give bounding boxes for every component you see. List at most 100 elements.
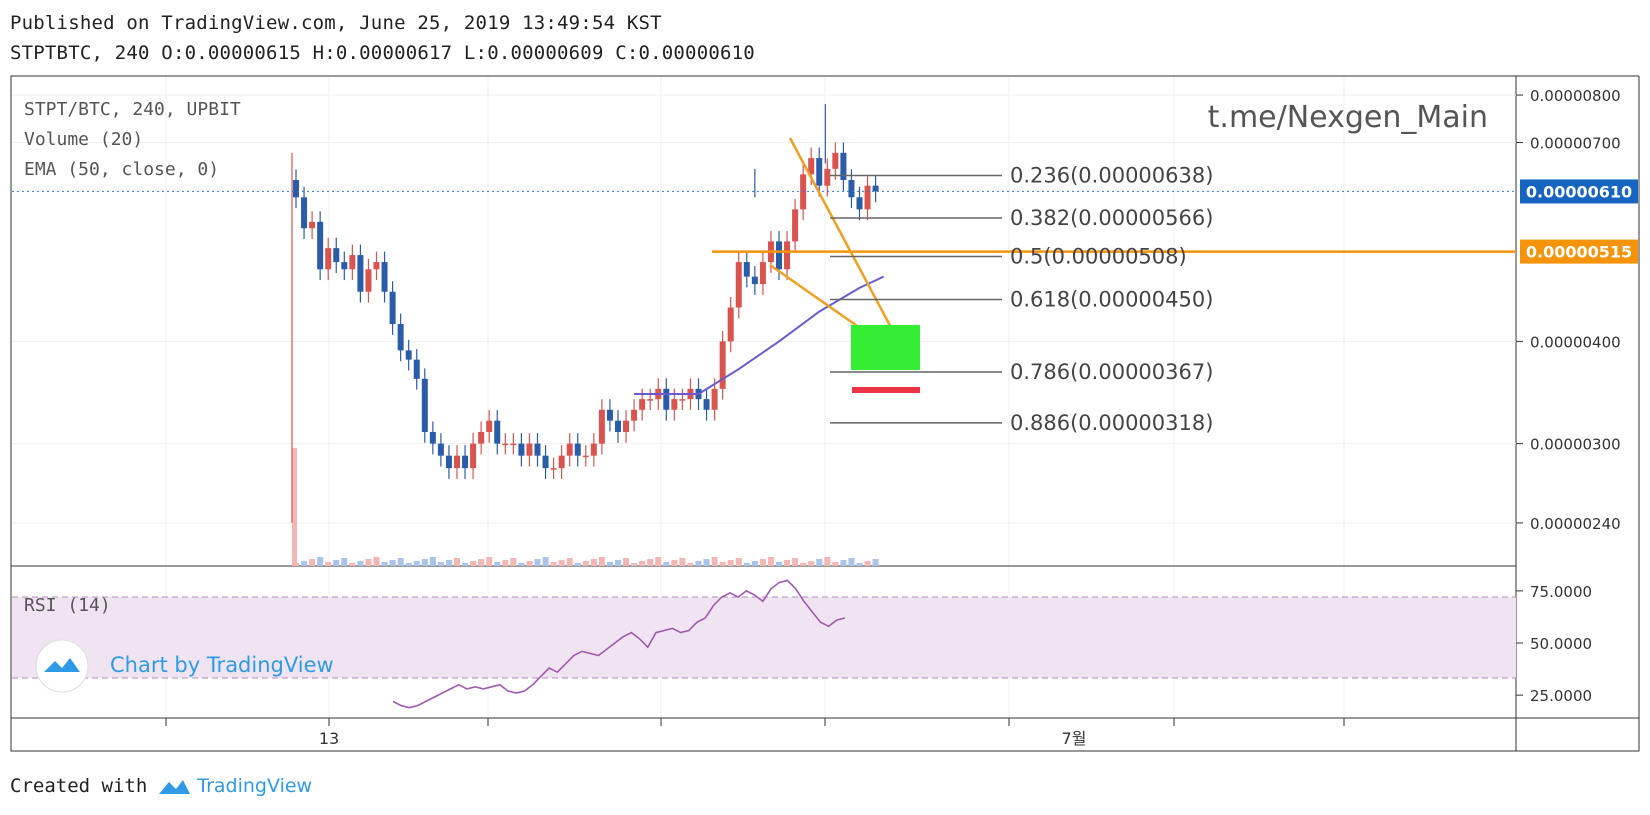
candle — [309, 211, 316, 240]
candle-body — [856, 197, 863, 210]
candle — [405, 339, 412, 371]
candle-body — [566, 443, 573, 456]
candle-body — [365, 269, 372, 292]
time-tick-label: 13 — [319, 729, 339, 748]
candle-body — [792, 209, 799, 242]
volume-bar — [663, 562, 670, 566]
volume-bar — [606, 562, 613, 566]
volume-bar — [703, 559, 710, 566]
candle-body — [872, 185, 879, 192]
candle-body — [776, 241, 782, 270]
volume-bar — [711, 557, 718, 566]
target-box — [851, 325, 920, 370]
volume-bar — [317, 557, 324, 566]
volume-bar — [776, 562, 782, 566]
candle — [864, 175, 871, 221]
candle — [494, 410, 501, 455]
candle-body — [824, 168, 831, 186]
candle-body — [301, 197, 308, 229]
volume-bar — [445, 560, 452, 566]
fib-label: 0.786(0.00000367) — [1010, 360, 1213, 384]
volume-bar — [566, 558, 573, 566]
volume-bar — [598, 557, 605, 566]
candle — [574, 433, 581, 467]
price-tick-label: 0.00000240 — [1530, 515, 1621, 533]
candle-body — [719, 341, 726, 389]
candle — [429, 421, 436, 455]
fib-label: 0.382(0.00000566) — [1010, 206, 1213, 230]
candle — [325, 237, 332, 281]
time-axis: 13 7월 — [165, 718, 1345, 748]
candle-body — [526, 443, 533, 456]
candle-body — [357, 255, 364, 292]
volume-bar — [325, 562, 332, 566]
volume-bar — [534, 559, 541, 566]
volume-bar — [615, 560, 621, 566]
volume-bar — [381, 562, 388, 566]
volume-bar — [293, 563, 299, 566]
candle — [510, 433, 517, 455]
candle-body — [502, 443, 509, 446]
created-with-text: Created with — [10, 775, 148, 797]
candle-body — [421, 378, 428, 432]
volume-bar — [478, 559, 485, 566]
candle — [437, 433, 444, 467]
rsi-axis: 75.0000 50.0000 25.0000 — [1516, 583, 1592, 705]
legend-volume: Volume (20) — [24, 129, 143, 150]
candle — [317, 211, 324, 281]
volume-bar — [824, 557, 831, 566]
candle-body — [647, 399, 654, 401]
watermark-text: t.me/Nexgen_Main — [1208, 100, 1488, 135]
candle — [421, 368, 428, 443]
volume-bar — [309, 559, 316, 566]
volume-bar — [292, 448, 297, 566]
volume-bar — [454, 558, 460, 566]
candle — [590, 433, 597, 467]
candle — [542, 445, 549, 479]
volume-bar — [502, 560, 509, 566]
candle-body — [590, 443, 597, 456]
volume-bar — [526, 561, 533, 566]
tradingview-badge[interactable]: Chart by TradingView — [35, 639, 334, 693]
candle — [784, 230, 791, 281]
horizontal-line-tag: 0.00000515 — [1520, 239, 1638, 264]
candle-body — [405, 350, 412, 360]
candle-body — [751, 276, 758, 285]
volume-bar — [751, 561, 758, 566]
last-price-tag: 0.00000610 — [1520, 179, 1638, 204]
candle — [502, 433, 509, 455]
candle — [703, 388, 710, 421]
candle — [727, 297, 734, 353]
volume-bar — [695, 561, 702, 566]
candle-body — [518, 443, 525, 456]
rsi-tick-label: 50.0000 — [1530, 635, 1592, 653]
volume-bar — [510, 558, 517, 566]
candle — [373, 251, 380, 281]
candle-body — [429, 431, 436, 444]
candle-body — [510, 443, 517, 446]
fib-label: 0.886(0.00000318) — [1010, 411, 1213, 435]
candle-body — [333, 248, 340, 263]
candle — [381, 251, 388, 303]
candle — [566, 433, 573, 467]
volume-bar — [301, 561, 308, 566]
candle — [679, 388, 686, 410]
candle-body — [582, 455, 589, 458]
candle — [389, 281, 396, 335]
stop-box — [852, 387, 920, 393]
candle-body — [735, 262, 742, 308]
candle — [478, 421, 485, 455]
candle-body — [445, 455, 452, 469]
candle — [397, 313, 404, 362]
volume-bar — [341, 558, 348, 566]
candle-body — [631, 409, 638, 421]
candle-body — [486, 420, 493, 432]
candle — [832, 142, 839, 180]
price-tick-label: 0.00000300 — [1530, 436, 1621, 454]
candle-body — [462, 455, 469, 469]
volume-bar — [405, 563, 412, 566]
candle-body — [550, 468, 557, 470]
tradingview-brand[interactable]: TradingView — [197, 775, 313, 797]
candle-body — [598, 409, 605, 444]
